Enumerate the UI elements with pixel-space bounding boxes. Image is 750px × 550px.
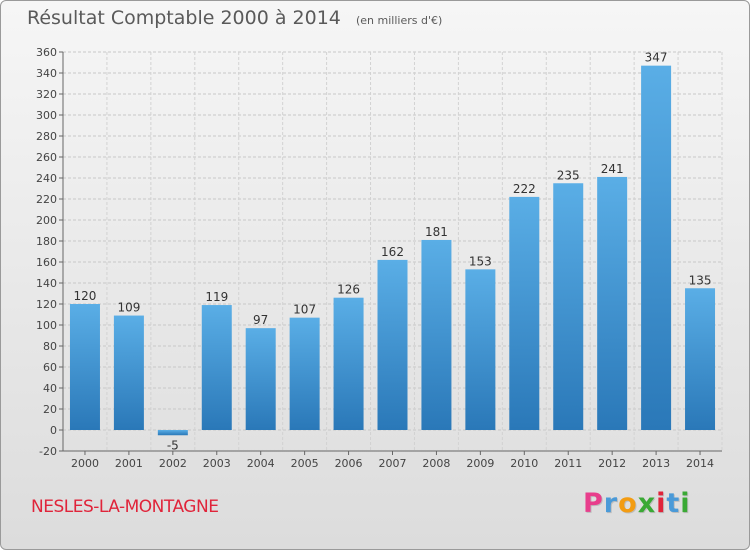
x-tick-label: 2013	[642, 457, 670, 470]
bar-2004	[245, 328, 276, 430]
data-label: 347	[645, 51, 668, 65]
brand-letter: i	[656, 488, 667, 519]
y-tick-label: 200	[36, 214, 57, 227]
data-label: 241	[601, 162, 624, 176]
data-label: 109	[117, 301, 140, 315]
bar-2003	[201, 305, 232, 430]
bar-2012	[597, 176, 628, 430]
bars: 120 109 -5 119 97 107 126 162 181 153 222 235 241 347…	[69, 51, 716, 452]
y-axis: -20 0 20 40 60 80 100 120 140 160 180 200 220 240 260 2…	[36, 46, 64, 458]
x-tick-label: 2007	[379, 457, 407, 470]
bar-2005	[289, 317, 320, 430]
x-tick-label: 2008	[422, 457, 450, 470]
y-tick-label: -20	[39, 445, 57, 458]
x-tick-label: 2006	[335, 457, 363, 470]
data-label: 235	[557, 168, 580, 182]
y-tick-label: 180	[36, 235, 57, 248]
x-tick-label: 2002	[159, 457, 187, 470]
x-tick-label: 2003	[203, 457, 231, 470]
y-tick-label: 260	[36, 151, 57, 164]
bar-2013	[641, 65, 672, 431]
data-label: 107	[293, 303, 316, 317]
grid-lines	[62, 51, 723, 452]
y-tick-label: 60	[43, 361, 57, 374]
y-tick-label: 140	[36, 277, 57, 290]
x-tick-label: 2001	[115, 457, 143, 470]
data-label: -5	[167, 438, 179, 452]
y-tick-label: 100	[36, 319, 57, 332]
data-label: 162	[381, 245, 404, 259]
data-label: 222	[513, 182, 536, 196]
bar-2007	[377, 259, 408, 430]
x-tick-label: 2010	[510, 457, 538, 470]
brand-letter: t	[666, 488, 681, 519]
data-label: 120	[74, 289, 97, 303]
x-tick-label: 2005	[291, 457, 319, 470]
data-label: 97	[253, 313, 268, 327]
x-tick-label: 2009	[466, 457, 494, 470]
x-tick-label: 2014	[686, 457, 714, 470]
y-tick-label: 0	[50, 424, 57, 437]
x-tick-label: 2000	[71, 457, 99, 470]
data-label: 153	[469, 254, 492, 268]
title-row: Résultat Comptable 2000 à 2014 (en milli…	[27, 7, 442, 29]
y-tick-label: 340	[36, 67, 57, 80]
x-tick-label: 2012	[598, 457, 626, 470]
y-tick-label: 360	[36, 46, 57, 59]
data-label: 135	[689, 273, 712, 287]
data-label: 181	[425, 225, 448, 239]
bar-2002	[157, 430, 188, 436]
brand-letter: P	[583, 488, 604, 519]
bar-2006	[333, 297, 364, 430]
y-tick-label: 280	[36, 130, 57, 143]
commune-name: NESLES-LA-MONTAGNE	[31, 497, 219, 517]
bar-2014	[685, 288, 716, 430]
data-label: 126	[337, 283, 360, 297]
brand-letter: o	[618, 488, 638, 519]
brand-logo: Proxiti	[583, 488, 691, 519]
brand-letter: r	[603, 488, 619, 519]
y-tick-label: 320	[36, 88, 57, 101]
bar-2011	[553, 183, 584, 430]
y-tick-label: 40	[43, 382, 57, 395]
x-tick-label: 2004	[247, 457, 275, 470]
bar-2010	[509, 196, 540, 430]
chart-subtitle: (en milliers d'€)	[355, 14, 443, 27]
y-tick-label: 300	[36, 109, 57, 122]
bar-2009	[465, 269, 496, 430]
bar-2001	[113, 315, 144, 430]
bar-2000	[69, 304, 100, 430]
brand-letter: i	[680, 488, 691, 519]
y-tick-label: 240	[36, 172, 57, 185]
bar-2008	[421, 239, 452, 430]
y-tick-label: 120	[36, 298, 57, 311]
x-axis: 2000 2001 2002 2003 2004 2005 2006 2007 2008 2009…	[63, 450, 722, 470]
x-tick-label: 2011	[554, 457, 582, 470]
data-label: 119	[205, 290, 228, 304]
chart-title: Résultat Comptable 2000 à 2014	[27, 7, 341, 29]
brand-letter: x	[637, 488, 657, 519]
y-tick-label: 220	[36, 193, 57, 206]
y-tick-label: 80	[43, 340, 57, 353]
y-tick-label: 20	[43, 403, 57, 416]
bar-chart: -20 0 20 40 60 80 100 120 140 160 180 200 220 240 260 2…	[36, 46, 723, 470]
y-tick-label: 160	[36, 256, 57, 269]
